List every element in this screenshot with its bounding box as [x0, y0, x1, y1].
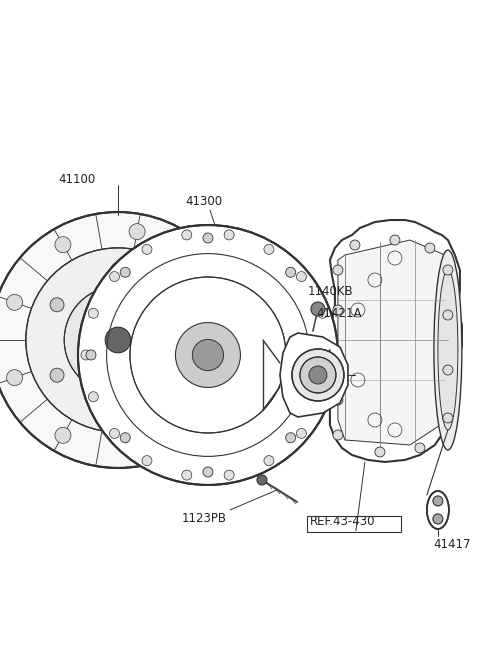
Circle shape — [224, 470, 234, 480]
Polygon shape — [338, 240, 448, 445]
Circle shape — [0, 212, 246, 468]
Circle shape — [286, 433, 296, 443]
Circle shape — [333, 395, 343, 405]
Circle shape — [257, 475, 267, 485]
Polygon shape — [280, 333, 348, 417]
Circle shape — [88, 309, 98, 318]
Text: 1123PB: 1123PB — [182, 512, 227, 525]
Circle shape — [111, 263, 125, 276]
Circle shape — [443, 310, 453, 320]
Polygon shape — [330, 220, 462, 462]
Circle shape — [78, 225, 338, 485]
Ellipse shape — [427, 491, 449, 529]
Circle shape — [90, 312, 146, 368]
Circle shape — [311, 302, 325, 316]
Circle shape — [172, 298, 186, 312]
Circle shape — [142, 244, 152, 254]
Circle shape — [264, 244, 274, 254]
Circle shape — [172, 368, 186, 382]
Circle shape — [296, 272, 306, 282]
Circle shape — [55, 236, 71, 253]
Circle shape — [26, 248, 210, 432]
Circle shape — [182, 470, 192, 480]
Circle shape — [318, 392, 327, 402]
Circle shape — [111, 403, 125, 417]
Circle shape — [318, 309, 327, 318]
Circle shape — [203, 233, 213, 243]
Circle shape — [50, 368, 64, 382]
Circle shape — [50, 298, 64, 312]
Text: REF.43-430: REF.43-430 — [310, 515, 375, 528]
Circle shape — [333, 350, 343, 360]
Circle shape — [224, 230, 234, 240]
Circle shape — [105, 328, 131, 353]
Circle shape — [309, 366, 327, 384]
Circle shape — [130, 277, 286, 433]
Circle shape — [81, 350, 91, 360]
Circle shape — [109, 272, 120, 282]
Circle shape — [194, 261, 210, 277]
Circle shape — [390, 235, 400, 245]
Circle shape — [220, 332, 236, 348]
Circle shape — [203, 467, 213, 477]
Circle shape — [176, 322, 240, 388]
Circle shape — [433, 496, 443, 506]
Circle shape — [375, 447, 385, 457]
Circle shape — [350, 240, 360, 250]
Text: 41300: 41300 — [185, 195, 222, 208]
Text: 1140KB: 1140KB — [308, 285, 354, 298]
Circle shape — [142, 456, 152, 466]
Ellipse shape — [434, 250, 462, 450]
Circle shape — [120, 267, 130, 277]
Circle shape — [443, 365, 453, 375]
Circle shape — [86, 350, 96, 360]
Circle shape — [88, 392, 98, 402]
Text: 41421A: 41421A — [316, 307, 361, 320]
Circle shape — [109, 428, 120, 438]
Circle shape — [443, 265, 453, 275]
Circle shape — [296, 428, 306, 438]
Circle shape — [194, 403, 210, 419]
Circle shape — [7, 369, 23, 386]
Circle shape — [333, 305, 343, 315]
Circle shape — [120, 433, 130, 443]
Circle shape — [433, 514, 443, 524]
Circle shape — [320, 350, 330, 360]
Ellipse shape — [438, 270, 458, 430]
Circle shape — [425, 243, 435, 253]
Circle shape — [264, 456, 274, 466]
Text: 41417: 41417 — [433, 538, 470, 551]
Circle shape — [55, 427, 71, 443]
Circle shape — [182, 230, 192, 240]
Circle shape — [192, 339, 224, 371]
Circle shape — [325, 350, 335, 360]
Circle shape — [333, 265, 343, 275]
Circle shape — [415, 443, 425, 453]
Circle shape — [292, 349, 344, 401]
Circle shape — [129, 440, 145, 457]
Circle shape — [7, 294, 23, 310]
Circle shape — [300, 357, 336, 393]
Text: 41100: 41100 — [58, 173, 95, 186]
Circle shape — [129, 223, 145, 240]
Circle shape — [443, 413, 453, 423]
Circle shape — [64, 286, 172, 394]
Circle shape — [333, 430, 343, 440]
Circle shape — [286, 267, 296, 277]
